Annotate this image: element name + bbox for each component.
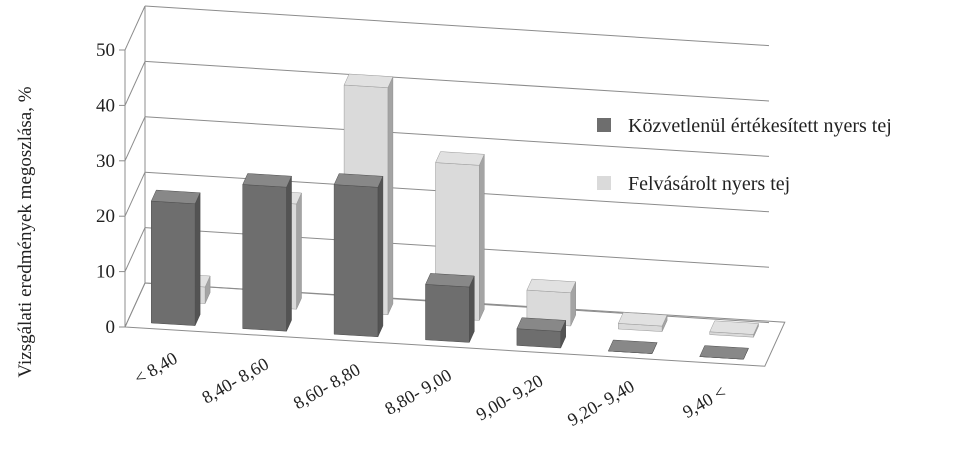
bar-top (516, 317, 567, 332)
bar-kozvetlen (699, 345, 749, 360)
legend: Közvetlenül értékesített nyers tej Felvás… (597, 115, 892, 195)
bar-front (242, 184, 287, 332)
gridline (144, 60, 770, 102)
y-tick-label: 20 (96, 206, 115, 227)
bar-top (607, 339, 658, 354)
bar-top (425, 273, 475, 288)
bar-top (343, 73, 394, 88)
bar-front (425, 284, 470, 343)
x-category-label: 9,40 < (679, 382, 729, 422)
side-gridline (124, 61, 146, 106)
bars (150, 73, 759, 360)
x-category-label: 9,00- 9,20 (473, 370, 547, 424)
gridline (144, 5, 770, 47)
x-category-label: 8,60- 8,80 (290, 359, 364, 413)
gridline (144, 116, 770, 157)
bar-top (435, 151, 485, 166)
bar-side (286, 176, 292, 332)
bar-top (699, 345, 749, 360)
x-axis-categories: < 8,40 8,40- 8,60 8,60- 8,80 8,80- 9,00 9,00… (131, 348, 729, 430)
legend-label: Felvásárolt nyers tej (628, 173, 790, 195)
bar-top (709, 320, 759, 335)
bar-top (242, 173, 292, 188)
bar-felvasarolt (526, 278, 577, 327)
side-gridline (124, 227, 146, 272)
x-category-label: 9,20- 9,40 (564, 376, 638, 430)
bar-kozvetlen (150, 189, 201, 326)
side-gridline (124, 5, 146, 51)
bar-top (617, 312, 668, 327)
bar-top (333, 173, 384, 188)
bar-top (150, 189, 201, 205)
side-gridline (124, 116, 146, 162)
bar-kozvetlen (425, 273, 475, 343)
x-category-label: 8,40- 8,60 (198, 354, 272, 408)
bar-front (516, 328, 561, 349)
bar-side (194, 192, 201, 326)
bar-side (296, 192, 302, 310)
bar-kozvetlen (333, 173, 384, 338)
bar-felvasarolt (617, 312, 668, 332)
legend-label: Közvetlenül értékesített nyers tej (628, 115, 892, 137)
bar-side (479, 154, 485, 321)
y-axis-ticks: 0 10 20 30 40 50 (96, 40, 115, 338)
legend-swatch (597, 118, 611, 132)
y-axis-label: Vizsgálati eredmények megoszlása, % (15, 86, 36, 377)
bar-kozvetlen (242, 173, 292, 332)
side-gridline (124, 171, 146, 217)
bar-side (469, 275, 475, 343)
bar-front (151, 200, 196, 326)
legend-swatch (597, 176, 611, 190)
y-tick-label: 50 (96, 40, 115, 61)
bar-top (526, 278, 577, 294)
bar-kozvetlen (607, 339, 658, 354)
chart-floor (124, 282, 786, 367)
bar-front (333, 184, 379, 338)
y-tick-label: 30 (96, 151, 115, 172)
y-tick-label: 40 (96, 95, 115, 116)
y-tick-label: 10 (96, 262, 115, 283)
bar-kozvetlen (516, 317, 567, 349)
y-tick-label: 0 (106, 317, 116, 338)
x-category-label: < 8,40 (131, 348, 181, 388)
x-category-label: 8,80- 9,00 (381, 365, 455, 419)
bar-felvasarolt (709, 320, 759, 338)
bar-side (387, 76, 394, 315)
bar-side (377, 176, 384, 337)
